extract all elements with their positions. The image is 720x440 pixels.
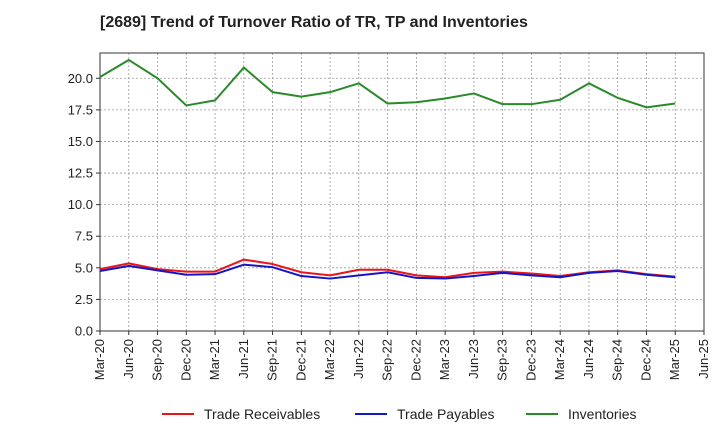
y-tick-label: 15.0: [68, 134, 93, 149]
x-tick-label: Mar-20: [92, 339, 107, 380]
y-tick-label: 17.5: [68, 102, 93, 117]
x-tick-label: Sep-22: [380, 339, 395, 381]
x-tick-label: Dec-22: [408, 339, 423, 381]
legend-label: Inventories: [568, 406, 636, 422]
x-tick-label: Jun-23: [466, 339, 481, 379]
x-tick-label: Sep-21: [265, 339, 280, 381]
y-tick-label: 10.0: [68, 197, 93, 212]
series-line-inventories: [99, 58, 676, 109]
x-tick-label: Jun-22: [351, 339, 366, 379]
x-tick-label: Sep-20: [150, 339, 165, 381]
x-tick-label: Jun-21: [236, 339, 251, 379]
chart-title: [2689] Trend of Turnover Ratio of TR, TP…: [100, 14, 528, 31]
x-tick-label: Jun-25: [696, 339, 711, 379]
series-line-trade-payables: [99, 263, 676, 280]
legend-label: Trade Receivables: [204, 406, 320, 422]
x-tick-label: Dec-24: [638, 339, 653, 381]
y-tick-label: 5.0: [75, 260, 93, 275]
x-tick-label: Dec-23: [523, 339, 538, 381]
y-tick-label: 0.0: [75, 324, 93, 339]
x-tick-label: Mar-21: [207, 339, 222, 380]
x-tick-label: Jun-24: [581, 339, 596, 379]
legend: Trade Receivables Trade Payables Inventori…: [162, 406, 636, 422]
x-tick-label: Mar-22: [322, 339, 337, 380]
plot-frame: [99, 52, 705, 332]
x-tick-label: Mar-25: [667, 339, 682, 380]
y-tick-label: 12.5: [68, 166, 93, 181]
x-tick-label: Sep-24: [610, 339, 625, 381]
x-tick-label: Dec-20: [178, 339, 193, 381]
x-tick-label: Sep-23: [495, 339, 510, 381]
x-tick-label: Dec-21: [293, 339, 308, 381]
grid-layer: [99, 53, 705, 331]
y-tick-label: 20.0: [68, 71, 93, 86]
x-axis: Mar-20 Jun-20 Sep-20 Dec-20 Mar-21 Jun-21 Sep-…: [92, 331, 711, 381]
x-tick-label: Mar-24: [552, 339, 567, 380]
y-axis: 0.0 2.5 5.0 7.5 10.0 12.5 15.0 17.5 20.0: [68, 71, 100, 339]
y-tick-label: 2.5: [75, 292, 93, 307]
x-tick-label: Mar-23: [437, 339, 452, 380]
x-tick-label: Jun-20: [121, 339, 136, 379]
y-tick-label: 7.5: [75, 229, 93, 244]
series-layer: [99, 58, 676, 280]
legend-label: Trade Payables: [397, 406, 495, 422]
